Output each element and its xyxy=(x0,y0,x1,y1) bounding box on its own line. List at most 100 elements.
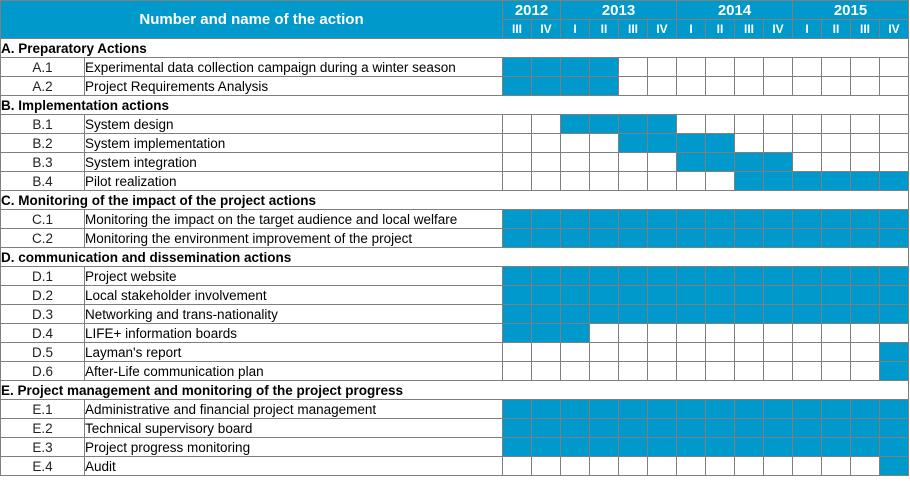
action-row: D.4 LIFE+ information boards xyxy=(0,323,910,343)
timeline-cell-active xyxy=(531,399,562,419)
timeline-cell-empty xyxy=(821,361,852,381)
timeline-cell-active xyxy=(618,418,649,438)
quarter-header: III xyxy=(734,19,765,39)
timeline-cell-empty xyxy=(821,342,852,362)
timeline-cell-empty xyxy=(705,57,736,77)
action-row: B.3 System integration xyxy=(0,152,910,172)
timeline-cell-empty xyxy=(589,171,620,191)
timeline-cell-active xyxy=(821,228,852,248)
timeline-cell-active xyxy=(734,437,765,457)
quarter-header: II xyxy=(821,19,852,39)
timeline-cell-empty xyxy=(879,114,910,134)
section-title: B. Implementation actions xyxy=(0,95,910,115)
timeline-cell-active xyxy=(589,418,620,438)
year-header: 2015 xyxy=(792,0,910,20)
timeline-cell-empty xyxy=(763,133,794,153)
timeline-cell-active xyxy=(502,57,533,77)
timeline-cell-active xyxy=(676,285,707,305)
timeline-cell-empty xyxy=(676,361,707,381)
timeline-cell-active xyxy=(531,304,562,324)
action-code: D.1 xyxy=(0,266,85,286)
timeline-cell-empty xyxy=(560,152,591,172)
action-code: B.3 xyxy=(0,152,85,172)
timeline-cell-empty xyxy=(676,456,707,476)
timeline-cell-active xyxy=(821,266,852,286)
timeline-cell-active xyxy=(647,228,678,248)
timeline-cell-empty xyxy=(879,57,910,77)
timeline-cell-empty xyxy=(792,133,823,153)
timeline-cell-active xyxy=(589,209,620,229)
timeline-cell-active xyxy=(763,399,794,419)
timeline-cell-active xyxy=(589,114,620,134)
action-row: D.1 Project website xyxy=(0,266,910,286)
timeline-cell-active xyxy=(647,133,678,153)
timeline-cell-active xyxy=(618,266,649,286)
timeline-cell-empty xyxy=(531,114,562,134)
action-name: System design xyxy=(83,114,504,134)
action-name: Project website xyxy=(83,266,504,286)
timeline-cell-empty xyxy=(560,342,591,362)
timeline-cell-active xyxy=(850,228,881,248)
action-name: Pilot realization xyxy=(83,171,504,191)
timeline-cell-active xyxy=(560,304,591,324)
timeline-cell-empty xyxy=(734,323,765,343)
action-code: A.1 xyxy=(0,57,85,77)
timeline-cell-active xyxy=(676,152,707,172)
timeline-cell-active xyxy=(734,209,765,229)
timeline-cell-empty xyxy=(647,171,678,191)
timeline-cell-active xyxy=(850,399,881,419)
timeline-cell-active xyxy=(676,133,707,153)
timeline-cell-empty xyxy=(531,456,562,476)
action-code: B.4 xyxy=(0,171,85,191)
action-code: C.2 xyxy=(0,228,85,248)
timeline-cell-empty xyxy=(850,342,881,362)
timeline-cell-empty xyxy=(647,342,678,362)
timeline-cell-empty xyxy=(792,342,823,362)
timeline-cell-empty xyxy=(879,323,910,343)
timeline-cell-active xyxy=(531,418,562,438)
timeline-cell-active xyxy=(618,228,649,248)
timeline-cell-active xyxy=(560,437,591,457)
action-row: E.4 Audit xyxy=(0,456,910,476)
timeline-cell-empty xyxy=(792,361,823,381)
timeline-cell-active xyxy=(705,399,736,419)
timeline-cell-active xyxy=(821,304,852,324)
action-row: B.2 System implementation xyxy=(0,133,910,153)
timeline-cell-empty xyxy=(647,152,678,172)
year-header: 2012 xyxy=(502,0,562,20)
timeline-cell-active xyxy=(647,114,678,134)
timeline-cell-empty xyxy=(676,57,707,77)
timeline-cell-active xyxy=(531,285,562,305)
timeline-cell-active xyxy=(531,437,562,457)
quarter-header: III xyxy=(850,19,881,39)
timeline-cell-empty xyxy=(821,76,852,96)
action-code: E.2 xyxy=(0,418,85,438)
timeline-cell-active xyxy=(676,266,707,286)
timeline-cell-active xyxy=(850,266,881,286)
gantt-body: A. Preparatory Actions A.1 Experimental da… xyxy=(0,38,910,476)
timeline-cell-empty xyxy=(705,456,736,476)
action-name: Experimental data collection campaign du… xyxy=(83,57,504,77)
timeline-cell-active xyxy=(763,418,794,438)
timeline-cell-active xyxy=(763,437,794,457)
timeline-cell-empty xyxy=(560,361,591,381)
quarter-header: II xyxy=(589,19,620,39)
timeline-cell-active xyxy=(763,285,794,305)
timeline-cell-empty xyxy=(734,114,765,134)
timeline-cell-empty xyxy=(647,323,678,343)
timeline-cell-empty xyxy=(647,76,678,96)
quarter-header: I xyxy=(560,19,591,39)
action-row: A.2 Project Requirements Analysis xyxy=(0,76,910,96)
timeline-cell-empty xyxy=(734,361,765,381)
timeline-cell-active xyxy=(531,266,562,286)
timeline-cell-active xyxy=(589,285,620,305)
section-title: E. Project management and monitoring of … xyxy=(0,380,910,400)
timeline-cell-empty xyxy=(850,456,881,476)
timeline-cell-active xyxy=(647,304,678,324)
timeline-cell-active xyxy=(792,228,823,248)
timeline-cell-active xyxy=(850,437,881,457)
timeline-cell-active xyxy=(502,209,533,229)
timeline-cell-active xyxy=(705,209,736,229)
action-name: Networking and trans-nationality xyxy=(83,304,504,324)
timeline-cell-active xyxy=(879,361,910,381)
